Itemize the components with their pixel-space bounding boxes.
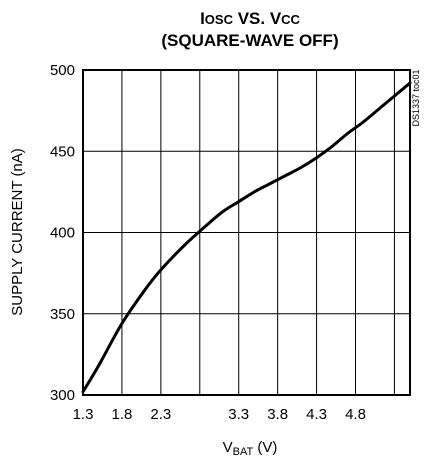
series-line bbox=[83, 83, 410, 392]
y-tick-label: 500 bbox=[50, 62, 75, 79]
y-tick-label: 400 bbox=[50, 225, 75, 242]
x-tick-label: 3.3 bbox=[228, 406, 249, 423]
x-tick-label: 3.8 bbox=[267, 406, 288, 423]
doc-code: DS1337 toc01 bbox=[411, 69, 421, 126]
title-vcc-sub: CC bbox=[281, 12, 300, 27]
xlabel-bat-sub: BAT bbox=[233, 446, 254, 458]
y-tick-labels: 300 350 400 450 500 bbox=[50, 62, 75, 404]
x-tick-label: 4.3 bbox=[306, 406, 327, 423]
x-tick-label: 1.3 bbox=[73, 406, 94, 423]
y-tick-label: 450 bbox=[50, 143, 75, 160]
title-vs: VS. V bbox=[233, 9, 282, 28]
x-tick-label: 2.3 bbox=[150, 406, 171, 423]
y-tick-label: 350 bbox=[50, 306, 75, 323]
chart-title-line2: (SQUARE-WAVE OFF) bbox=[161, 31, 338, 50]
x-tick-label: 4.8 bbox=[345, 406, 366, 423]
title-iosc-sub: OSC bbox=[205, 12, 234, 27]
y-tick-label: 300 bbox=[50, 387, 75, 404]
y-axis-label: SUPPLY CURRENT (nA) bbox=[9, 148, 26, 316]
grid bbox=[83, 70, 410, 395]
chart-title-line1: IOSC VS. VCC bbox=[200, 9, 300, 28]
x-tick-label: 1.8 bbox=[111, 406, 132, 423]
x-tick-labels: 1.3 1.8 2.3 3.3 3.8 4.3 4.8 bbox=[73, 406, 366, 423]
xlabel-unit: (V) bbox=[253, 439, 277, 456]
xlabel-v: V bbox=[223, 439, 233, 456]
x-axis-label: VBAT (V) bbox=[223, 439, 278, 458]
